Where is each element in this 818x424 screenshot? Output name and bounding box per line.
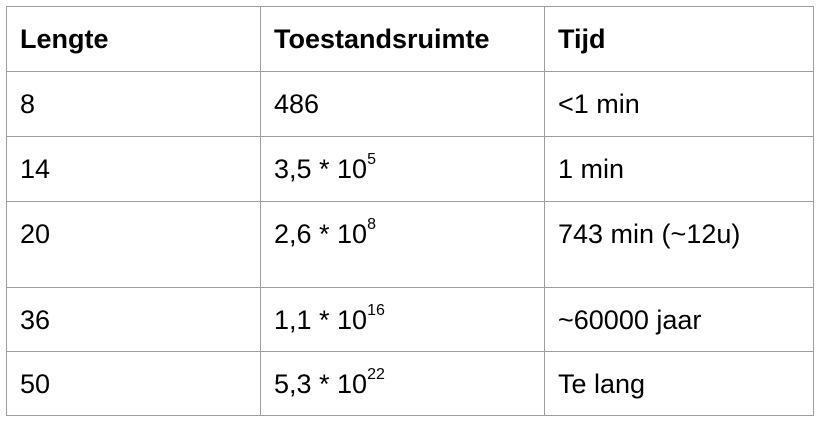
table-row: 8 486 <1 min	[6, 71, 814, 137]
cell-lengte: 20	[6, 201, 261, 288]
cell-lengte: 8	[6, 71, 261, 137]
header-tijd: Tijd	[544, 6, 814, 72]
cell-toestandsruimte: 486	[260, 71, 545, 137]
ruimte-base: 3,5 * 10	[274, 154, 368, 184]
cell-toestandsruimte: 1,1 * 1016	[260, 287, 545, 352]
ruimte-exponent: 8	[367, 216, 376, 233]
table-row: 36 1,1 * 1016 ~60000 jaar	[6, 287, 814, 352]
cell-tijd: Te lang	[544, 351, 814, 416]
ruimte-base: 5,3 * 10	[274, 369, 368, 399]
data-table: Lengte Toestandsruimte Tijd 8 486 <1 min…	[6, 6, 814, 416]
cell-toestandsruimte: 2,6 * 108	[260, 201, 545, 288]
cell-tijd: ~60000 jaar	[544, 287, 814, 352]
cell-lengte: 36	[6, 287, 261, 352]
ruimte-base: 486	[274, 89, 320, 119]
cell-lengte: 14	[6, 136, 261, 202]
header-lengte: Lengte	[6, 6, 261, 72]
cell-toestandsruimte: 5,3 * 1022	[260, 351, 545, 416]
ruimte-exponent: 5	[367, 151, 376, 168]
table-row: 20 2,6 * 108 743 min (~12u)	[6, 201, 814, 288]
cell-tijd: 743 min (~12u)	[544, 201, 814, 288]
table-header-row: Lengte Toestandsruimte Tijd	[6, 6, 814, 72]
table-row: 14 3,5 * 105 1 min	[6, 136, 814, 202]
ruimte-exponent: 22	[367, 366, 385, 383]
ruimte-exponent: 16	[367, 302, 385, 319]
cell-tijd: <1 min	[544, 71, 814, 137]
ruimte-base: 2,6 * 10	[274, 219, 368, 249]
cell-tijd: 1 min	[544, 136, 814, 202]
table-row: 50 5,3 * 1022 Te lang	[6, 351, 814, 416]
header-toestandsruimte: Toestandsruimte	[260, 6, 545, 72]
cell-toestandsruimte: 3,5 * 105	[260, 136, 545, 202]
ruimte-base: 1,1 * 10	[274, 305, 368, 335]
cell-lengte: 50	[6, 351, 261, 416]
